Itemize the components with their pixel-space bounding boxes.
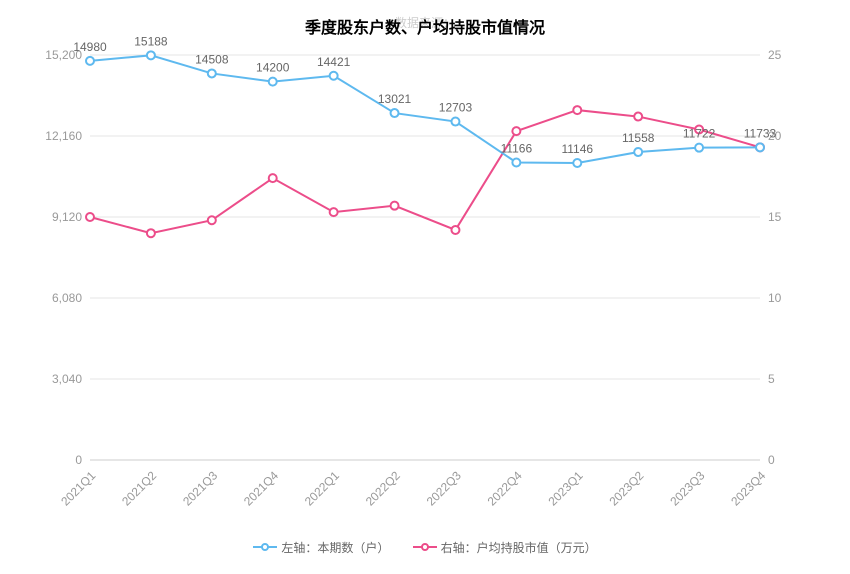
legend-label-series2: 右轴：户均持股市值（万元）	[441, 539, 597, 556]
legend-label-series1: 左轴：本期数（户）	[281, 539, 389, 556]
series1-line	[90, 55, 760, 163]
x-tick-label: 2021Q3	[180, 468, 220, 508]
series1-data-label: 14421	[317, 55, 351, 69]
series1-data-label: 11722	[683, 127, 716, 141]
series1-data-label: 11733	[744, 126, 777, 140]
series2-point[interactable]	[330, 208, 338, 216]
y-right-tick-label: 25	[768, 48, 782, 62]
y-left-tick-label: 12,160	[45, 129, 82, 143]
series1-point[interactable]	[330, 72, 338, 80]
legend-item-series1[interactable]: 左轴：本期数（户）	[253, 539, 389, 556]
x-tick-label: 2023Q3	[667, 468, 707, 508]
chart-legend: 左轴：本期数（户） 右轴：户均持股市值（万元）	[0, 539, 850, 557]
series2-point[interactable]	[512, 127, 520, 135]
series2-point[interactable]	[269, 174, 277, 182]
series1-point[interactable]	[86, 57, 94, 65]
x-tick-label: 2023Q2	[606, 468, 646, 508]
chart-svg: 03,0406,0809,12012,16015,200051015202520…	[0, 0, 850, 574]
series1-point[interactable]	[147, 51, 155, 59]
x-tick-label: 2022Q1	[302, 468, 342, 508]
series1-data-label: 11558	[622, 131, 655, 145]
y-left-tick-label: 6,080	[52, 291, 82, 305]
y-right-tick-label: 5	[768, 372, 775, 386]
chart-title: 季度股东户数、户均持股市值情况	[0, 14, 850, 38]
series1-data-label: 13021	[378, 92, 412, 106]
series1-point[interactable]	[451, 118, 459, 126]
series1-data-label: 11146	[561, 142, 593, 156]
y-right-tick-label: 10	[768, 291, 782, 305]
x-tick-label: 2022Q4	[485, 468, 525, 508]
series1-point[interactable]	[269, 78, 277, 86]
y-left-tick-label: 3,040	[52, 372, 82, 386]
series2-point[interactable]	[391, 202, 399, 210]
series1-point[interactable]	[756, 143, 764, 151]
series1-point[interactable]	[208, 69, 216, 77]
x-tick-label: 2021Q4	[241, 468, 281, 508]
series2-line	[90, 110, 760, 233]
series2-point[interactable]	[147, 229, 155, 237]
x-tick-label: 2022Q3	[424, 468, 464, 508]
x-tick-label: 2022Q2	[363, 468, 403, 508]
x-tick-label: 2023Q1	[546, 468, 586, 508]
y-left-tick-label: 0	[75, 453, 82, 467]
series1-point[interactable]	[573, 159, 581, 167]
x-tick-label: 2023Q4	[728, 468, 768, 508]
series1-data-label: 14980	[73, 40, 107, 54]
series1-point[interactable]	[695, 144, 703, 152]
y-left-tick-label: 9,120	[52, 210, 82, 224]
series1-point[interactable]	[634, 148, 642, 156]
series1-data-label: 11166	[501, 141, 533, 155]
y-right-tick-label: 0	[768, 453, 775, 467]
series2-point[interactable]	[573, 106, 581, 114]
x-tick-label: 2021Q1	[58, 468, 98, 508]
legend-item-series2[interactable]: 右轴：户均持股市值（万元）	[413, 539, 597, 556]
series2-point[interactable]	[208, 216, 216, 224]
series1-data-label: 14508	[195, 52, 229, 66]
series2-point[interactable]	[451, 226, 459, 234]
x-tick-label: 2021Q2	[119, 468, 159, 508]
series1-data-label: 14200	[256, 61, 290, 75]
series1-data-label: 12703	[439, 101, 473, 115]
legend-marker-series2	[413, 541, 437, 553]
series2-point[interactable]	[86, 213, 94, 221]
legend-marker-series1	[253, 541, 277, 553]
series2-point[interactable]	[634, 113, 642, 121]
series1-point[interactable]	[391, 109, 399, 117]
y-right-tick-label: 15	[768, 210, 782, 224]
series1-point[interactable]	[512, 158, 520, 166]
chart-container: 数据来源： 季度股东户数、户均持股市值情况 03,0406,0809,12012…	[0, 0, 850, 574]
